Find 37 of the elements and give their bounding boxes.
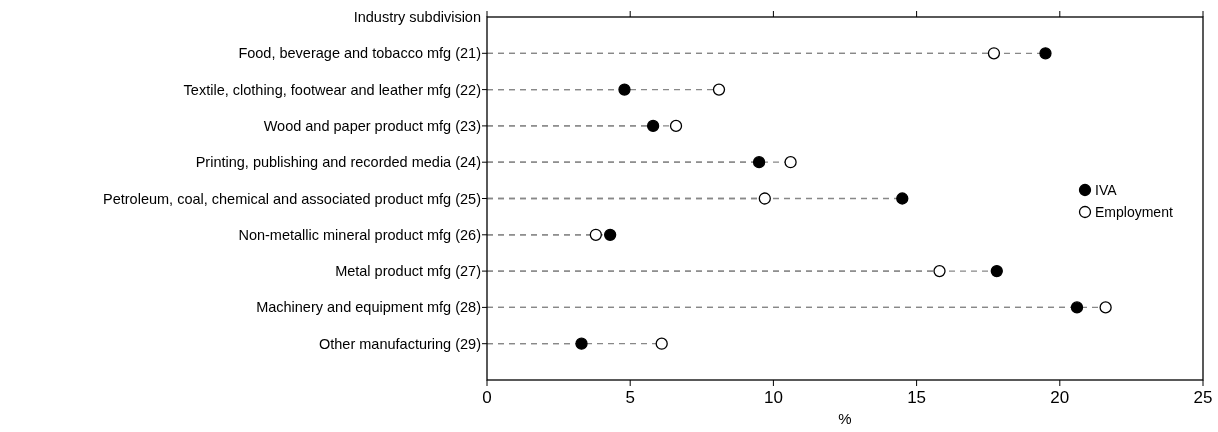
- point: [575, 337, 588, 350]
- y-tick-label: Food, beverage and tobacco mfg (21): [238, 45, 481, 62]
- point: [784, 156, 797, 169]
- point: [987, 47, 1001, 60]
- point: [896, 192, 909, 205]
- y-tick-label: Petroleum, coal, chemical and associated product mfg (25): [103, 190, 481, 207]
- x-tick-label: 15: [907, 388, 927, 407]
- point: [1039, 47, 1052, 60]
- y-tick-label: Printing, publishing and recorded media (24): [195, 154, 481, 171]
- legend-label: IVA: [1095, 182, 1118, 198]
- point: [990, 264, 1003, 278]
- y-tick-label: Wood and paper product mfg (23): [263, 117, 481, 134]
- point: [655, 337, 668, 350]
- legend-label: Employment: [1095, 204, 1173, 220]
- point: [758, 192, 771, 205]
- x-tick-label: 20: [1050, 388, 1070, 407]
- x-axis-title: %: [838, 410, 852, 427]
- point: [646, 119, 660, 133]
- y-axis-title: Industry subdivision: [353, 9, 481, 25]
- point: [1099, 301, 1112, 314]
- point: [752, 156, 766, 169]
- x-tick-label: 0: [482, 388, 492, 407]
- y-tick-label: Non-metallic mineral product mfg (26): [238, 226, 481, 243]
- y-tick-label: Metal product mfg (27): [335, 263, 481, 280]
- y-tick-label: Textile, clothing, footwear and leather mfg (22): [183, 81, 481, 98]
- x-tick-label: 25: [1193, 388, 1213, 407]
- point: [604, 228, 617, 241]
- y-tick-label: Machinery and equipment mfg (28): [256, 299, 481, 316]
- point: [589, 228, 602, 241]
- point: [669, 119, 683, 133]
- point: [933, 264, 946, 278]
- point: [618, 83, 631, 96]
- x-tick-label: 5: [625, 388, 635, 407]
- point: [1070, 301, 1084, 314]
- point: [712, 83, 726, 96]
- x-tick-label: 10: [763, 388, 783, 407]
- y-tick-label: Other manufacturing (29): [319, 335, 481, 352]
